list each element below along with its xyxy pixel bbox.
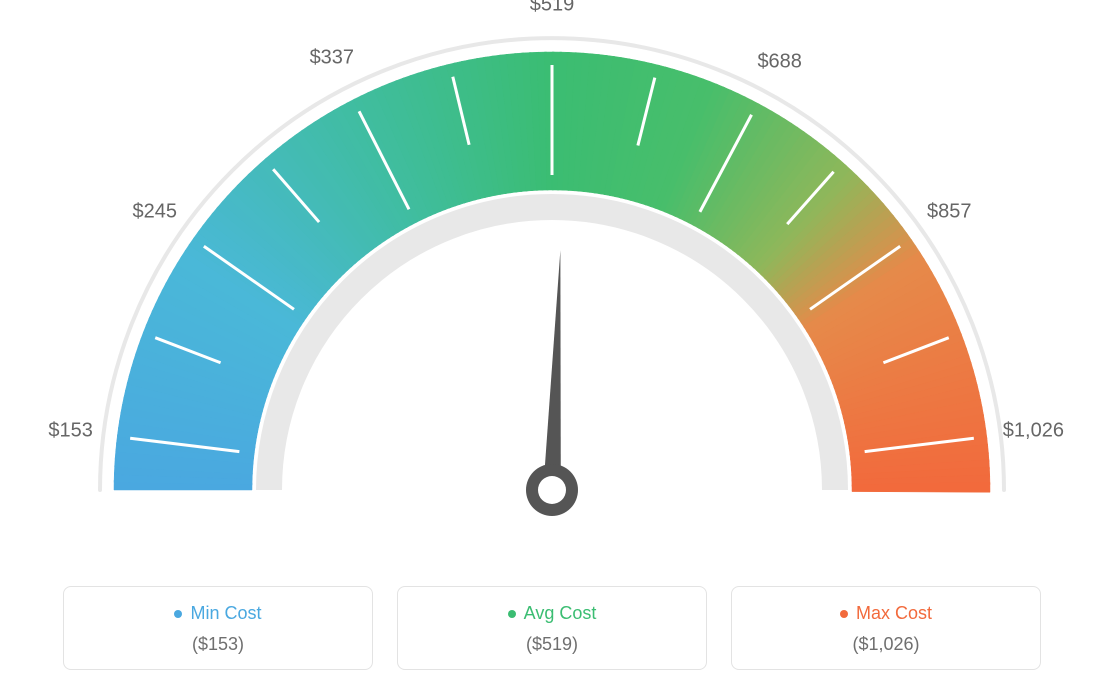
gauge-tick-label: $337 xyxy=(310,46,355,69)
legend-dot-min xyxy=(174,610,182,618)
legend-title-min: Min Cost xyxy=(174,603,261,624)
gauge-tick-label: $153 xyxy=(48,419,93,442)
gauge-tick-label: $519 xyxy=(530,0,575,17)
legend-card-min: Min Cost ($153) xyxy=(63,586,373,670)
legend-dot-max xyxy=(840,610,848,618)
legend-card-avg: Avg Cost ($519) xyxy=(397,586,707,670)
legend-row: Min Cost ($153) Avg Cost ($519) Max Cost… xyxy=(0,586,1104,670)
legend-dot-avg xyxy=(508,610,516,618)
gauge-svg xyxy=(0,0,1104,570)
gauge-chart: $153 $245 $337 $519 $688 $857 $1,026 xyxy=(0,0,1104,570)
legend-card-max: Max Cost ($1,026) xyxy=(731,586,1041,670)
legend-title-avg: Avg Cost xyxy=(508,603,597,624)
legend-label-max: Max Cost xyxy=(856,603,932,624)
legend-value-avg: ($519) xyxy=(398,634,706,655)
legend-label-avg: Avg Cost xyxy=(524,603,597,624)
legend-label-min: Min Cost xyxy=(190,603,261,624)
legend-value-max: ($1,026) xyxy=(732,634,1040,655)
gauge-tick-label: $1,026 xyxy=(1003,419,1064,442)
gauge-tick-label: $857 xyxy=(927,200,972,223)
legend-value-min: ($153) xyxy=(64,634,372,655)
gauge-tick-label: $688 xyxy=(757,50,802,73)
legend-title-max: Max Cost xyxy=(840,603,932,624)
cost-gauge-container: $153 $245 $337 $519 $688 $857 $1,026 Min Cost … xyxy=(0,0,1104,690)
gauge-tick-label: $245 xyxy=(132,200,177,223)
